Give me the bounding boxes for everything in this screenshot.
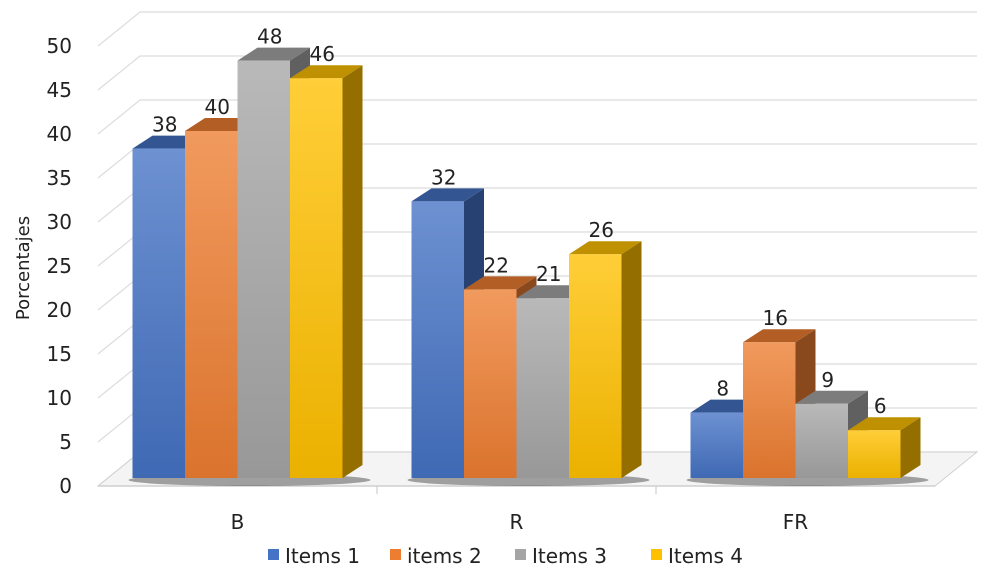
bar xyxy=(569,241,642,478)
legend-item: items 2 xyxy=(390,544,482,568)
legend-label: Items 4 xyxy=(668,544,743,568)
bar-side xyxy=(621,241,642,478)
data-label: 40 xyxy=(205,95,230,119)
bar-front xyxy=(237,60,290,478)
y-tick-label: 45 xyxy=(47,78,72,102)
bar-front xyxy=(411,201,464,478)
bar-front xyxy=(848,430,901,478)
bar xyxy=(411,188,484,478)
axes: 0 5 10 15 20 25 30 35 40 45 50 B R FR xyxy=(47,34,935,534)
bar-front xyxy=(516,298,569,478)
legend-item: Items 3 xyxy=(515,544,607,568)
legend-item: Items 4 xyxy=(651,544,743,568)
bar-front xyxy=(569,254,622,478)
legend-item: Items 1 xyxy=(268,544,360,568)
data-labels: 38 40 48 46 32 22 21 26 8 16 9 6 xyxy=(152,25,887,419)
bar-top xyxy=(795,390,868,404)
y-tick-label: 50 xyxy=(47,34,72,58)
x-category-label: B xyxy=(231,510,245,534)
y-tick-label: 30 xyxy=(47,210,72,234)
bar-side xyxy=(900,417,921,478)
bar-front xyxy=(185,131,238,478)
bar-front xyxy=(132,148,185,478)
data-label: 22 xyxy=(484,253,509,277)
x-category-label: R xyxy=(510,510,524,534)
legend-swatch xyxy=(515,549,526,560)
data-label: 26 xyxy=(589,218,614,242)
bar xyxy=(290,65,363,478)
bars xyxy=(128,47,929,486)
bar xyxy=(848,417,921,478)
gridline xyxy=(97,99,977,135)
bar-front xyxy=(464,289,517,478)
bar-side xyxy=(342,65,363,478)
y-tick-label: 10 xyxy=(47,386,72,410)
data-label: 16 xyxy=(763,306,788,330)
bar-top xyxy=(848,417,921,431)
data-label: 46 xyxy=(310,42,335,66)
bar-front xyxy=(795,403,848,478)
bar-front xyxy=(690,412,743,478)
bar-top xyxy=(237,47,310,61)
legend-label: items 2 xyxy=(407,544,482,568)
y-tick-label: 40 xyxy=(47,122,72,146)
y-axis-title: Porcentajes xyxy=(13,216,34,320)
data-label: 21 xyxy=(536,262,561,286)
data-label: 32 xyxy=(431,165,456,189)
bar-top xyxy=(464,276,537,290)
y-tick-label: 5 xyxy=(59,430,72,454)
legend-label: Items 1 xyxy=(285,544,360,568)
bar-top xyxy=(411,188,484,202)
bar-front xyxy=(743,342,796,478)
data-label: 38 xyxy=(152,113,177,137)
legend-label: Items 3 xyxy=(532,544,607,568)
y-tick-label: 20 xyxy=(47,298,72,322)
y-tick-label: 0 xyxy=(59,474,72,498)
bar-front xyxy=(290,78,343,478)
y-tick-label: 25 xyxy=(47,254,72,278)
legend: Items 1 items 2 Items 3 Items 4 xyxy=(268,544,743,568)
y-tick-label: 15 xyxy=(47,342,72,366)
gridline xyxy=(97,55,977,91)
y-tick-label: 35 xyxy=(47,166,72,190)
legend-swatch xyxy=(390,549,401,560)
x-category-label: FR xyxy=(783,510,809,534)
bar-top xyxy=(290,65,363,79)
gridline xyxy=(97,11,977,47)
data-label: 9 xyxy=(821,368,834,392)
legend-swatch xyxy=(268,549,279,560)
legend-swatch xyxy=(651,549,662,560)
data-label: 8 xyxy=(716,377,729,401)
data-label: 48 xyxy=(257,25,282,49)
bar-top xyxy=(743,329,816,343)
bar-top xyxy=(569,241,642,255)
data-label: 6 xyxy=(874,394,887,418)
